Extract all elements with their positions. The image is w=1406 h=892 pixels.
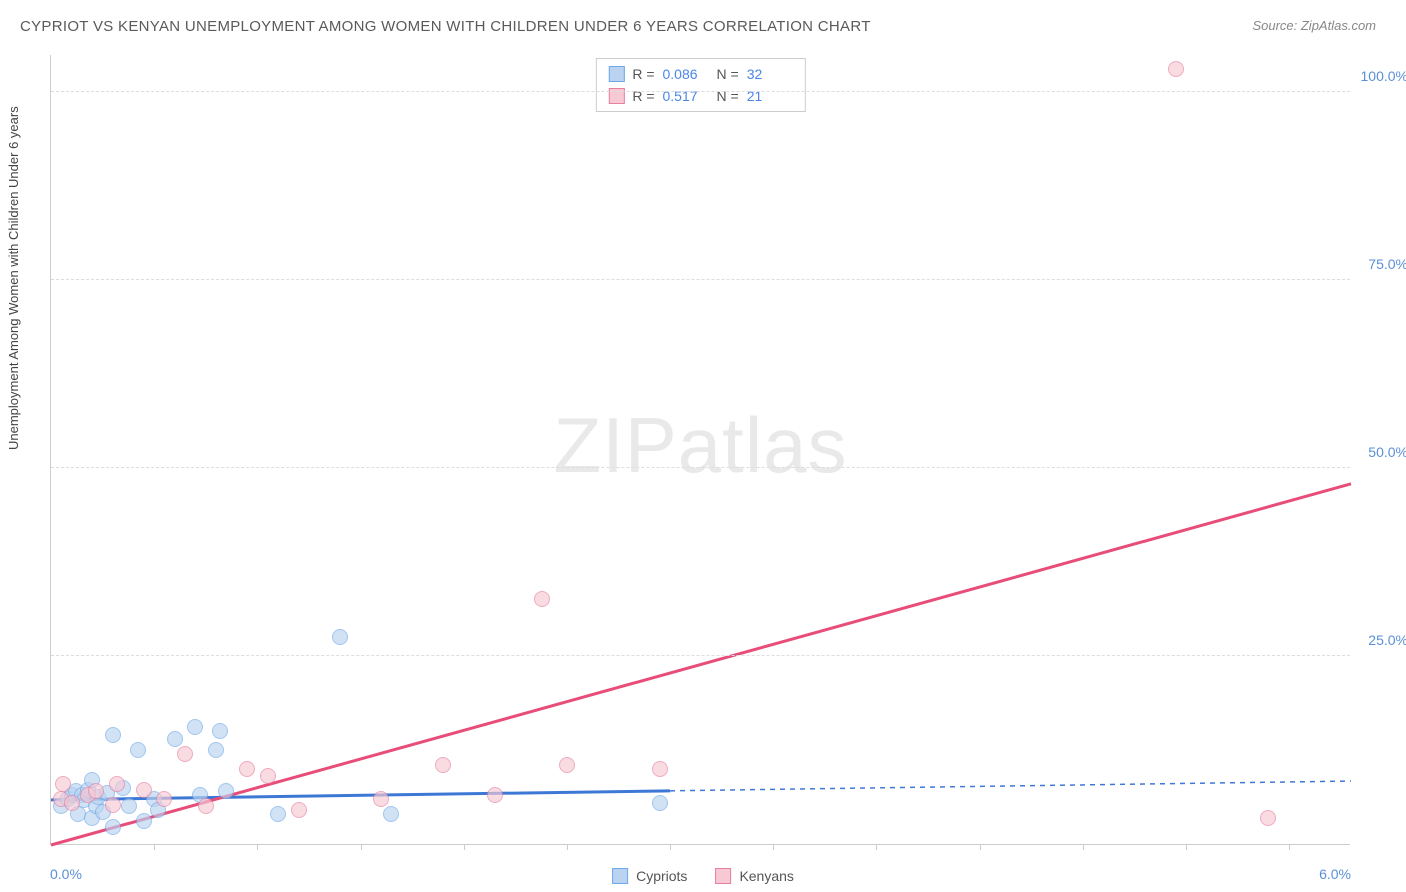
bottom-legend: Cypriots Kenyans — [612, 868, 794, 884]
data-point-cypriots — [167, 731, 183, 747]
trend-line-kenyans — [51, 484, 1351, 845]
y-tick-label: 75.0% — [1368, 256, 1406, 272]
trend-lines-layer — [51, 55, 1350, 844]
data-point-kenyans — [156, 791, 172, 807]
n-value: 32 — [747, 63, 793, 85]
legend-swatch-kenyans — [715, 868, 731, 884]
n-label: N = — [717, 85, 739, 107]
grid-line — [51, 655, 1350, 656]
x-axis-min-label: 0.0% — [50, 866, 82, 882]
data-point-kenyans — [373, 791, 389, 807]
legend-item-kenyans: Kenyans — [715, 868, 793, 884]
data-point-cypriots — [332, 629, 348, 645]
data-point-kenyans — [260, 768, 276, 784]
r-label: R = — [632, 85, 654, 107]
x-tick — [464, 844, 465, 850]
watermark: ZIPatlas — [553, 399, 847, 490]
x-tick — [1083, 844, 1084, 850]
r-value: 0.517 — [663, 85, 709, 107]
watermark-thin: atlas — [678, 400, 848, 488]
y-tick-label: 25.0% — [1368, 632, 1406, 648]
data-point-kenyans — [55, 776, 71, 792]
chart-title: CYPRIOT VS KENYAN UNEMPLOYMENT AMONG WOM… — [20, 18, 871, 35]
data-point-cypriots — [187, 719, 203, 735]
y-tick-label: 50.0% — [1368, 444, 1406, 460]
stats-row-kenyans: R = 0.517 N = 21 — [608, 85, 792, 107]
x-tick — [876, 844, 877, 850]
x-tick — [257, 844, 258, 850]
data-point-kenyans — [534, 591, 550, 607]
data-point-cypriots — [121, 798, 137, 814]
data-point-kenyans — [559, 757, 575, 773]
legend-item-cypriots: Cypriots — [612, 868, 687, 884]
data-point-kenyans — [198, 798, 214, 814]
data-point-cypriots — [105, 727, 121, 743]
data-point-kenyans — [487, 787, 503, 803]
data-point-kenyans — [652, 761, 668, 777]
x-tick — [773, 844, 774, 850]
watermark-bold: ZIP — [553, 400, 677, 488]
r-label: R = — [632, 63, 654, 85]
x-tick — [154, 844, 155, 850]
legend-label: Cypriots — [636, 868, 687, 884]
source-attribution: Source: ZipAtlas.com — [1252, 18, 1376, 33]
legend-swatch-cypriots — [612, 868, 628, 884]
legend-swatch-cypriots — [608, 66, 624, 82]
data-point-kenyans — [435, 757, 451, 773]
data-point-kenyans — [136, 782, 152, 798]
data-point-cypriots — [652, 795, 668, 811]
n-value: 21 — [747, 85, 793, 107]
data-point-kenyans — [1168, 61, 1184, 77]
data-point-cypriots — [105, 819, 121, 835]
n-label: N = — [717, 63, 739, 85]
x-tick — [361, 844, 362, 850]
plot-area: ZIPatlas R =0.086N =32R =0.517N =21 25.0… — [50, 55, 1350, 845]
data-point-kenyans — [109, 776, 125, 792]
x-tick — [1186, 844, 1187, 850]
grid-line — [51, 467, 1350, 468]
data-point-kenyans — [64, 795, 80, 811]
x-tick — [670, 844, 671, 850]
data-point-kenyans — [291, 802, 307, 818]
data-point-cypriots — [270, 806, 286, 822]
trend-line-extension-cypriots — [670, 781, 1351, 791]
data-point-kenyans — [105, 797, 121, 813]
grid-line — [51, 91, 1350, 92]
data-point-cypriots — [212, 723, 228, 739]
data-point-cypriots — [208, 742, 224, 758]
legend-label: Kenyans — [739, 868, 793, 884]
y-tick-label: 100.0% — [1361, 68, 1406, 84]
data-point-kenyans — [88, 783, 104, 799]
data-point-cypriots — [130, 742, 146, 758]
stats-legend-box: R = 0.086 N = 32 R = 0.517 N = 21 — [595, 58, 805, 112]
data-point-kenyans — [177, 746, 193, 762]
grid-line — [51, 279, 1350, 280]
x-tick — [980, 844, 981, 850]
x-tick — [1289, 844, 1290, 850]
data-point-cypriots — [218, 783, 234, 799]
data-point-kenyans — [239, 761, 255, 777]
data-point-cypriots — [383, 806, 399, 822]
x-axis-max-label: 6.0% — [1319, 866, 1351, 882]
r-value: 0.086 — [663, 63, 709, 85]
stats-row-cypriots: R = 0.086 N = 32 — [608, 63, 792, 85]
y-axis-label: Unemployment Among Women with Children U… — [6, 106, 21, 450]
data-point-cypriots — [136, 813, 152, 829]
x-tick — [567, 844, 568, 850]
data-point-kenyans — [1260, 810, 1276, 826]
